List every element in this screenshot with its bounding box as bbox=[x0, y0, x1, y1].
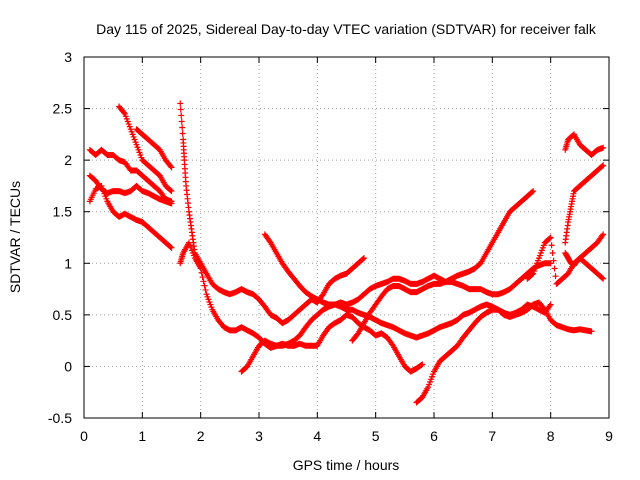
series-arc4 bbox=[116, 103, 175, 195]
chart-title: Day 115 of 2025, Sidereal Day-to-day VTE… bbox=[96, 21, 597, 37]
data-point bbox=[168, 244, 175, 251]
series-arc8 bbox=[238, 188, 537, 375]
series-arc14 bbox=[562, 162, 607, 246]
series-arc6 bbox=[177, 100, 367, 327]
data-point bbox=[178, 112, 185, 119]
series-arc12 bbox=[524, 231, 607, 287]
data-point bbox=[600, 231, 607, 238]
axis-ticks: 0 1 2 3 4 5 6 7 8 9 -0.5 0 0.5 1 1.5 2 2.5 3 bbox=[48, 49, 613, 444]
series-arc2 bbox=[86, 182, 175, 251]
x-tick-label: 9 bbox=[605, 428, 613, 444]
series-arc3 bbox=[86, 146, 175, 205]
x-tick-label: 1 bbox=[138, 428, 146, 444]
data-point bbox=[360, 255, 367, 262]
grid-lines bbox=[84, 57, 609, 418]
y-tick-label: 2 bbox=[64, 152, 72, 168]
y-tick-label: -0.5 bbox=[48, 410, 72, 426]
data-point bbox=[599, 232, 606, 239]
data-point bbox=[599, 274, 606, 281]
data-point bbox=[529, 271, 536, 278]
data-point bbox=[600, 144, 607, 151]
x-tick-label: 4 bbox=[313, 428, 321, 444]
data-point bbox=[202, 286, 209, 293]
data-point bbox=[600, 162, 607, 169]
data-point bbox=[389, 341, 396, 348]
data-point bbox=[530, 188, 537, 195]
series-arc5 bbox=[133, 126, 175, 171]
x-tick-label: 2 bbox=[197, 428, 205, 444]
data-point bbox=[588, 328, 595, 335]
data-point bbox=[546, 235, 553, 242]
data-point bbox=[167, 243, 174, 250]
data-point bbox=[168, 164, 175, 171]
plot-frame bbox=[83, 56, 610, 419]
data-point bbox=[168, 188, 175, 195]
data-point bbox=[200, 278, 207, 285]
data-point bbox=[167, 187, 174, 194]
series-arc1 bbox=[86, 172, 175, 207]
data-point bbox=[266, 238, 273, 245]
data-point bbox=[547, 301, 554, 308]
data-point bbox=[551, 265, 558, 272]
x-axis-label: GPS time / hours bbox=[293, 457, 400, 473]
series-arc15 bbox=[562, 131, 607, 158]
data-point bbox=[418, 362, 425, 369]
y-tick-label: 0.5 bbox=[53, 307, 73, 323]
data-point bbox=[201, 282, 208, 289]
data-point bbox=[197, 265, 204, 272]
data-point bbox=[599, 163, 606, 170]
data-point bbox=[552, 273, 559, 280]
data-point bbox=[550, 257, 557, 264]
x-tick-label: 6 bbox=[430, 428, 438, 444]
x-tick-label: 8 bbox=[547, 428, 555, 444]
data-point bbox=[361, 255, 367, 262]
y-tick-label: 2.5 bbox=[53, 101, 73, 117]
x-tick-label: 0 bbox=[80, 428, 88, 444]
data-point bbox=[168, 198, 175, 205]
data-point bbox=[120, 109, 127, 116]
data-point bbox=[179, 124, 186, 131]
data-points bbox=[86, 100, 607, 406]
data-point bbox=[548, 242, 555, 249]
data-point bbox=[549, 249, 556, 256]
series-arc13 bbox=[562, 249, 607, 282]
y-tick-label: 1.5 bbox=[53, 204, 73, 220]
y-tick-label: 0 bbox=[64, 358, 72, 374]
x-tick-label: 5 bbox=[372, 428, 380, 444]
data-point bbox=[198, 269, 205, 276]
series-arc11 bbox=[413, 299, 595, 406]
data-point bbox=[600, 275, 607, 282]
data-point bbox=[419, 361, 426, 368]
data-point bbox=[179, 130, 186, 137]
y-tick-label: 3 bbox=[64, 49, 72, 65]
data-point bbox=[178, 118, 185, 125]
data-point bbox=[529, 188, 536, 195]
data-point bbox=[167, 163, 174, 170]
x-tick-label: 3 bbox=[255, 428, 263, 444]
y-tick-label: 1 bbox=[64, 255, 72, 271]
data-point bbox=[177, 100, 184, 107]
y-axis-label: SDTVAR / TECUs bbox=[7, 181, 23, 293]
series-arc10 bbox=[349, 260, 554, 344]
data-point bbox=[546, 302, 553, 309]
data-point bbox=[199, 274, 206, 281]
x-tick-label: 7 bbox=[488, 428, 496, 444]
data-point bbox=[319, 292, 326, 299]
data-point bbox=[177, 106, 184, 113]
data-point bbox=[547, 234, 554, 241]
